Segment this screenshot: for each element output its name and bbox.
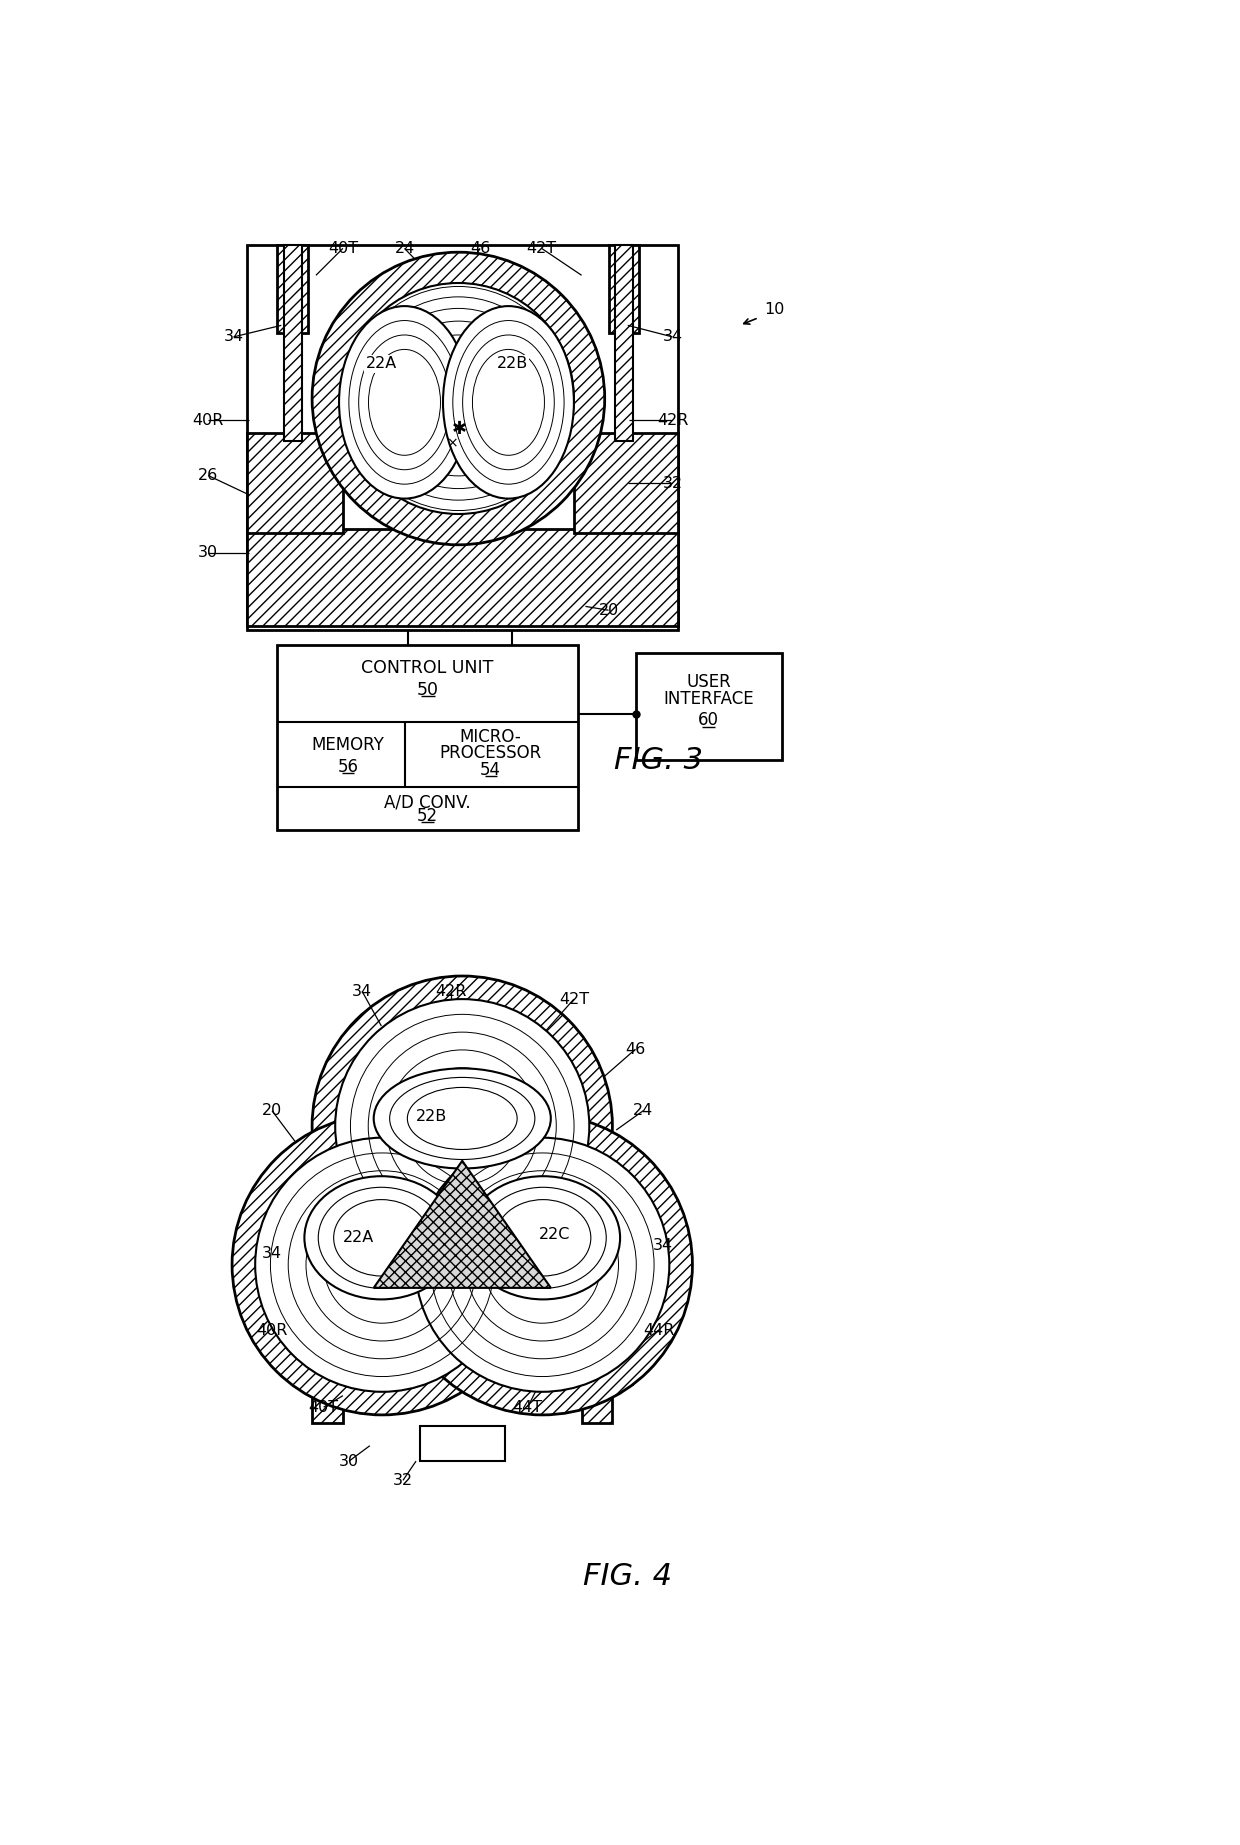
Bar bbox=[247, 434, 343, 533]
Text: 42R: 42R bbox=[435, 983, 466, 998]
Text: ✱: ✱ bbox=[451, 421, 466, 439]
Circle shape bbox=[312, 976, 613, 1277]
Bar bbox=[449, 282, 469, 502]
Bar bbox=[278, 245, 309, 334]
Text: PROCESSOR: PROCESSOR bbox=[440, 744, 542, 762]
Text: 34: 34 bbox=[223, 330, 243, 345]
Circle shape bbox=[392, 1114, 692, 1415]
Text: A/D CONV.: A/D CONV. bbox=[384, 793, 471, 812]
Text: 40R: 40R bbox=[192, 413, 224, 428]
Text: 34: 34 bbox=[652, 1238, 672, 1253]
Text: ×: × bbox=[445, 435, 458, 450]
Bar bbox=[448, 282, 471, 299]
Bar bbox=[278, 646, 578, 830]
Bar bbox=[609, 245, 640, 334]
Text: 32: 32 bbox=[662, 476, 682, 491]
Text: 20: 20 bbox=[262, 1103, 283, 1118]
Bar bbox=[284, 245, 303, 441]
Bar bbox=[247, 530, 678, 625]
Bar bbox=[448, 485, 471, 502]
Text: 24: 24 bbox=[394, 242, 414, 256]
Ellipse shape bbox=[339, 306, 470, 498]
Circle shape bbox=[343, 282, 574, 515]
Polygon shape bbox=[373, 1161, 551, 1288]
Circle shape bbox=[255, 1138, 510, 1391]
Text: FIG. 4: FIG. 4 bbox=[583, 1563, 672, 1590]
Ellipse shape bbox=[373, 1068, 551, 1168]
Bar bbox=[574, 434, 678, 533]
Text: 42R: 42R bbox=[657, 413, 688, 428]
Text: 24: 24 bbox=[634, 1103, 653, 1118]
Text: 54: 54 bbox=[480, 760, 501, 779]
Bar bbox=[589, 1345, 631, 1384]
Text: 22B: 22B bbox=[497, 356, 528, 371]
Bar bbox=[635, 653, 781, 760]
Bar bbox=[247, 434, 343, 533]
Text: 42T: 42T bbox=[527, 242, 557, 256]
Ellipse shape bbox=[466, 1177, 620, 1299]
Text: 22C: 22C bbox=[539, 1227, 570, 1242]
Bar bbox=[293, 1345, 335, 1384]
Bar bbox=[247, 245, 678, 629]
Bar bbox=[420, 1426, 505, 1461]
Bar bbox=[609, 245, 640, 334]
Text: 50: 50 bbox=[417, 681, 439, 699]
Bar bbox=[293, 1345, 335, 1384]
Text: INTERFACE: INTERFACE bbox=[663, 690, 754, 708]
Bar bbox=[615, 245, 634, 441]
Bar bbox=[420, 1030, 505, 1052]
Text: 22A: 22A bbox=[342, 1231, 374, 1245]
Text: 26: 26 bbox=[198, 469, 218, 483]
Text: 30: 30 bbox=[198, 544, 218, 561]
Bar bbox=[448, 500, 471, 509]
Text: MEMORY: MEMORY bbox=[311, 736, 384, 755]
Bar bbox=[448, 282, 471, 299]
Circle shape bbox=[335, 1000, 589, 1253]
Bar bbox=[589, 1345, 631, 1384]
Bar bbox=[420, 1030, 505, 1052]
Bar bbox=[433, 1011, 492, 1031]
Text: 32: 32 bbox=[393, 1472, 413, 1487]
Text: 34: 34 bbox=[262, 1245, 283, 1260]
Circle shape bbox=[232, 1114, 532, 1415]
Text: MICRO-: MICRO- bbox=[460, 729, 522, 745]
Text: 56: 56 bbox=[337, 758, 358, 775]
Bar bbox=[448, 277, 471, 284]
Circle shape bbox=[312, 253, 605, 544]
Ellipse shape bbox=[443, 306, 574, 498]
Text: 34: 34 bbox=[352, 983, 372, 998]
Text: 46: 46 bbox=[470, 242, 490, 256]
Text: 22A: 22A bbox=[366, 356, 397, 371]
Circle shape bbox=[415, 1138, 670, 1391]
Bar bbox=[582, 1384, 613, 1422]
Text: 40R: 40R bbox=[257, 1323, 288, 1338]
Bar bbox=[284, 245, 303, 441]
Bar bbox=[615, 245, 634, 441]
Text: 44R: 44R bbox=[642, 1323, 675, 1338]
Text: 34: 34 bbox=[662, 330, 682, 345]
Text: 20: 20 bbox=[599, 603, 619, 618]
Text: 40T: 40T bbox=[309, 1400, 339, 1415]
Text: 52: 52 bbox=[417, 806, 438, 825]
Bar bbox=[574, 434, 678, 533]
Bar bbox=[312, 1384, 343, 1422]
Bar bbox=[449, 282, 469, 502]
Text: USER: USER bbox=[686, 673, 732, 690]
Text: 10: 10 bbox=[764, 303, 784, 317]
Text: 30: 30 bbox=[339, 1454, 360, 1469]
Text: CONTROL UNIT: CONTROL UNIT bbox=[361, 659, 494, 677]
Text: 60: 60 bbox=[698, 712, 719, 729]
Text: FIG. 3: FIG. 3 bbox=[614, 745, 703, 775]
Text: 46: 46 bbox=[625, 1042, 646, 1057]
Bar bbox=[448, 485, 471, 502]
Text: 22B: 22B bbox=[415, 1109, 448, 1124]
Bar bbox=[247, 530, 678, 625]
Bar bbox=[582, 1384, 613, 1422]
Text: 42T: 42T bbox=[559, 991, 589, 1007]
Text: 44T: 44T bbox=[512, 1400, 543, 1415]
Text: 40T: 40T bbox=[327, 242, 358, 256]
Bar bbox=[312, 1384, 343, 1422]
Ellipse shape bbox=[304, 1177, 459, 1299]
Bar bbox=[278, 245, 309, 334]
